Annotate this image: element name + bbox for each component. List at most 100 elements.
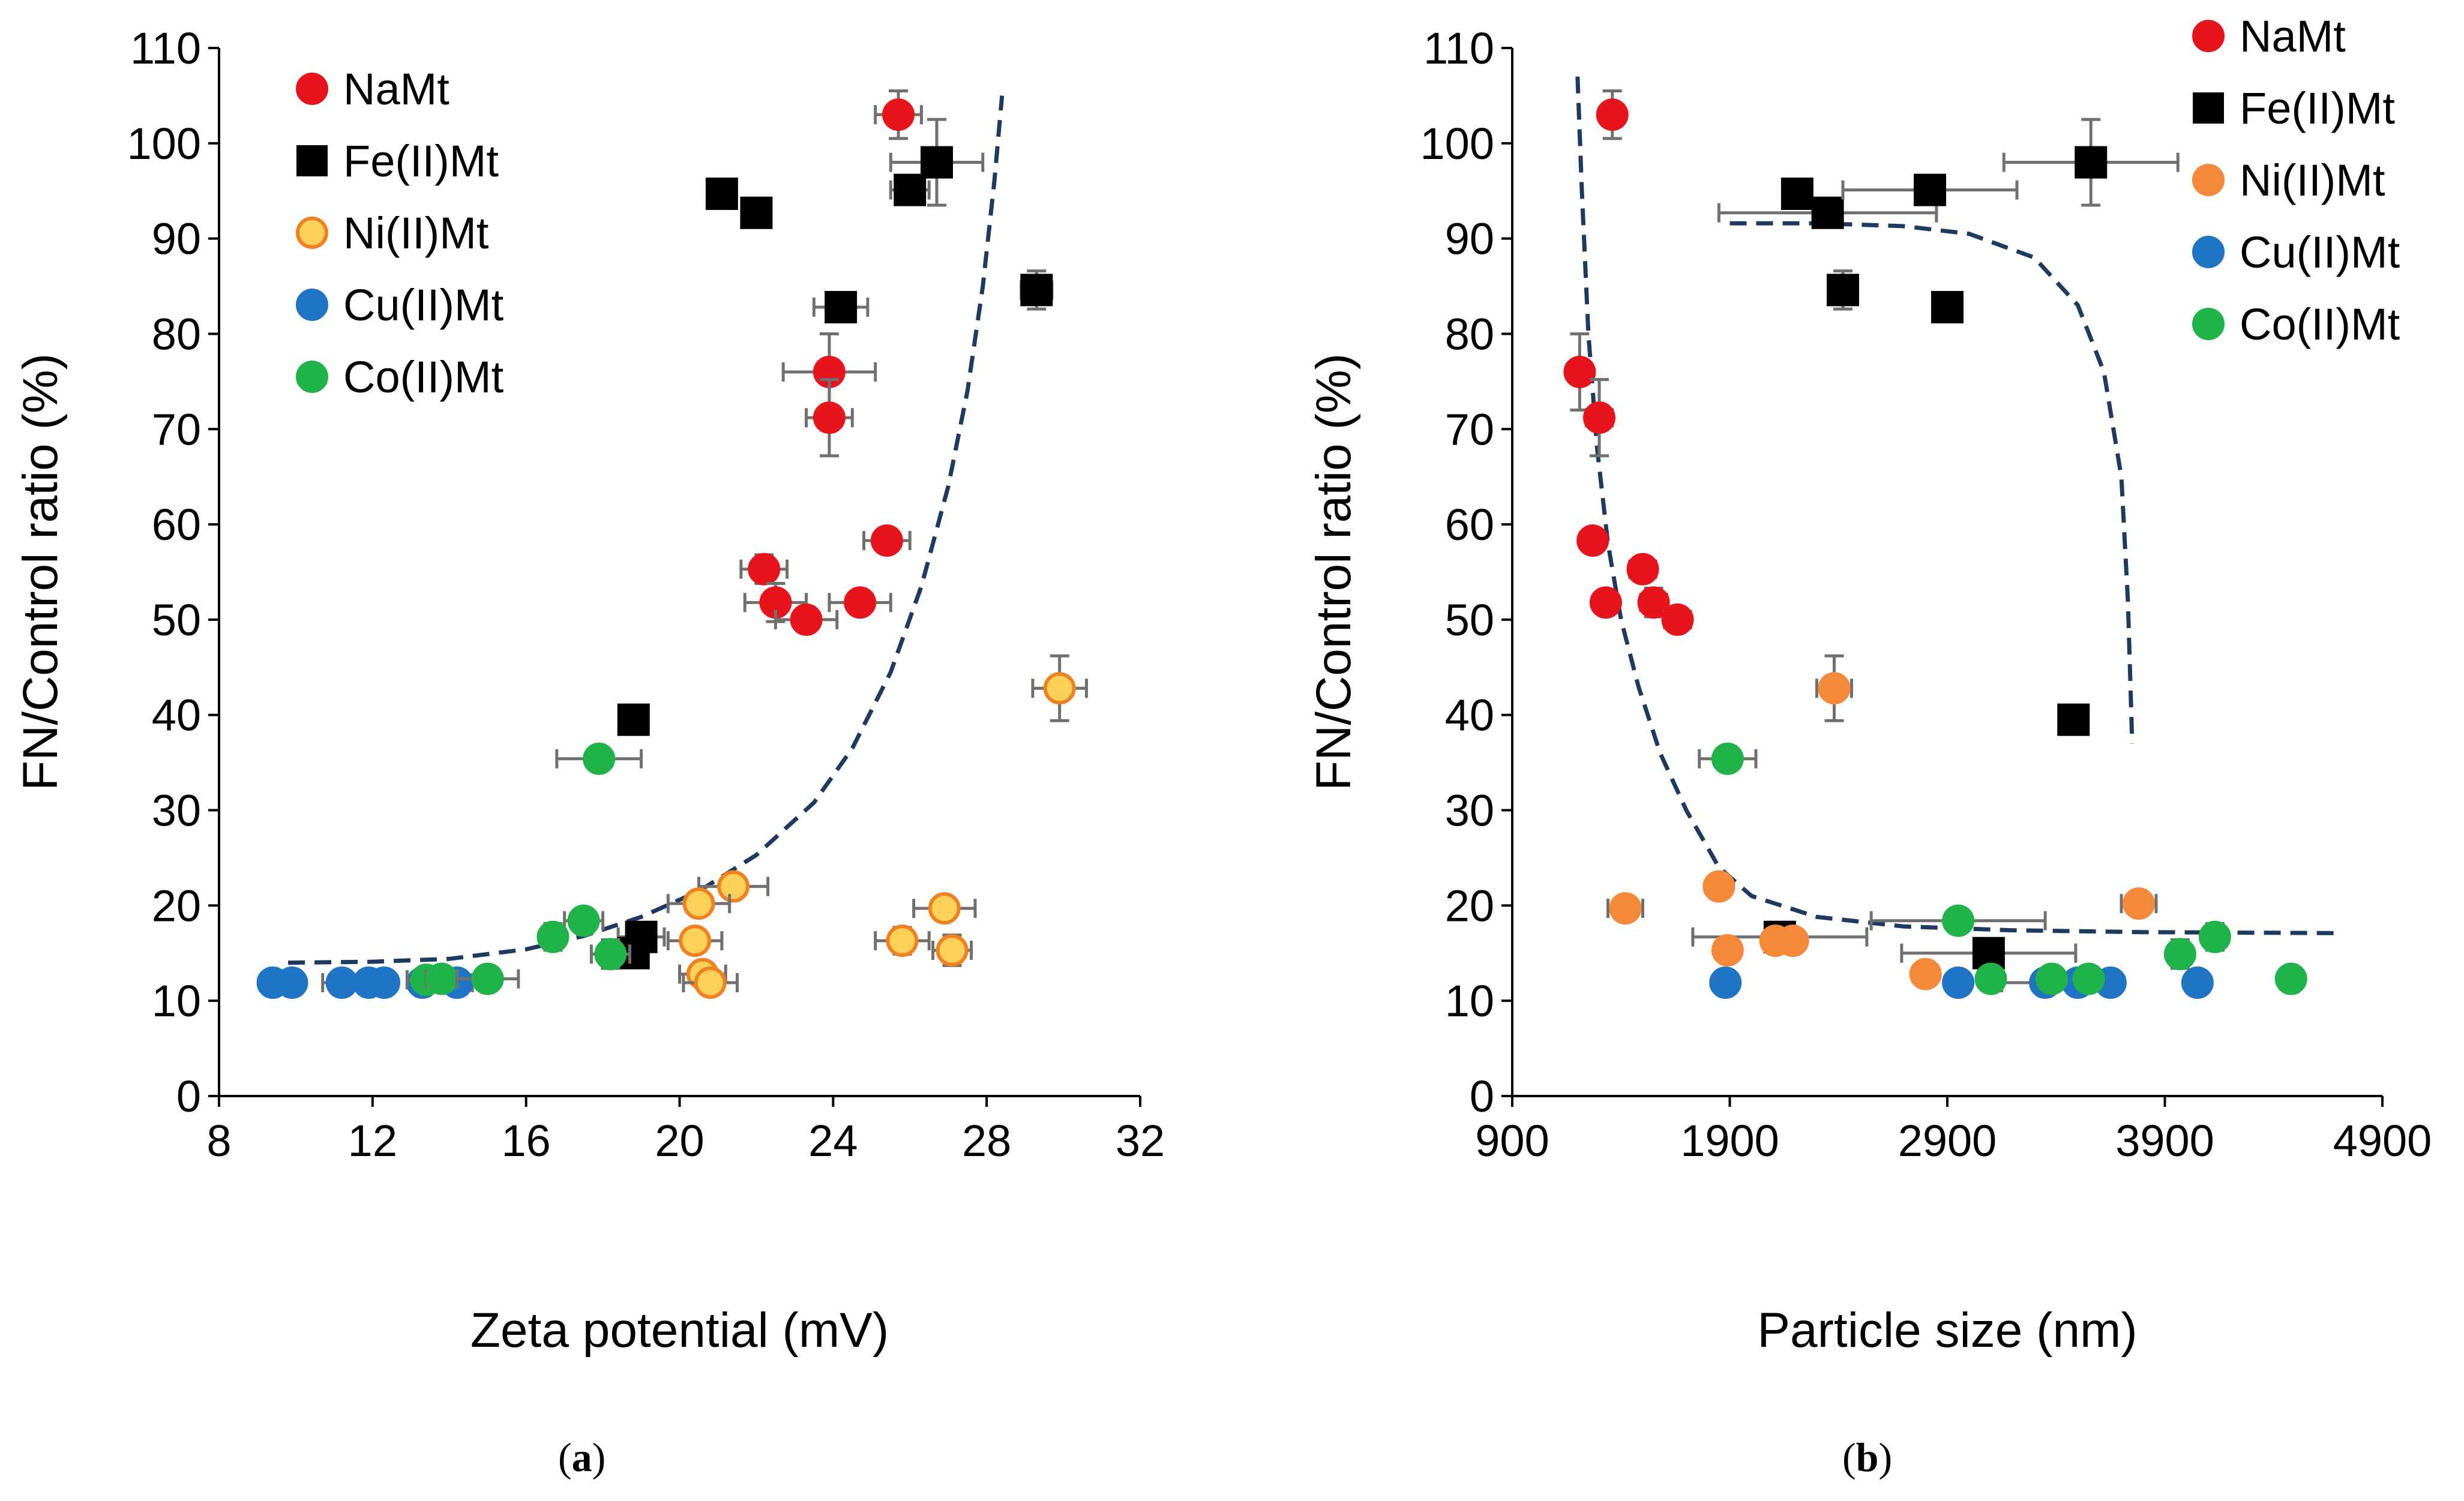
data-point-Ni(II)Mt xyxy=(1609,892,1642,925)
data-point-Fe(II)Mt xyxy=(894,173,927,206)
y-tick-label: 60 xyxy=(1445,500,1494,550)
legend-marker xyxy=(296,73,328,105)
y-tick-label: 80 xyxy=(1445,309,1494,359)
panel-label-a: (a) xyxy=(558,1434,606,1480)
data-point-Ni(II)Mt xyxy=(1711,934,1744,967)
panel-label-b: (b) xyxy=(1842,1434,1893,1480)
data-point-Co(II)Mt xyxy=(425,962,458,995)
x-tick-label: 28 xyxy=(962,1116,1011,1166)
x-tick-label: 16 xyxy=(502,1116,551,1166)
data-point-Co(II)Mt xyxy=(536,920,569,953)
y-tick-label: 100 xyxy=(1420,119,1494,169)
x-tick-label: 24 xyxy=(808,1116,858,1166)
data-point-Co(II)Mt xyxy=(2036,962,2068,995)
y-tick-label: 10 xyxy=(1445,976,1494,1026)
legend-label: Fe(II)Mt xyxy=(343,136,499,186)
y-tick-label: 70 xyxy=(152,404,201,454)
data-point-Co(II)Mt xyxy=(2163,938,2196,971)
data-point-Ni(II)Mt xyxy=(2123,887,2155,920)
y-tick-label: 50 xyxy=(152,595,201,645)
fit-curve xyxy=(288,95,1005,965)
data-point-Co(II)Mt xyxy=(583,742,616,775)
legend-marker xyxy=(296,217,328,249)
y-axis-label: FN/Control ratio (%) xyxy=(13,353,68,791)
fit-curve xyxy=(1729,221,2135,744)
data-point-Co(II)Mt xyxy=(567,904,600,937)
data-point-NaMt xyxy=(813,401,846,434)
x-tick-label: 4900 xyxy=(2333,1116,2432,1166)
y-tick-label: 20 xyxy=(1445,881,1494,930)
data-point-NaMt xyxy=(1637,586,1670,619)
y-tick-label: 50 xyxy=(1445,595,1494,645)
legend-marker xyxy=(2193,92,2224,124)
x-tick-label: 12 xyxy=(348,1116,397,1166)
y-tick-label: 40 xyxy=(1445,691,1494,740)
data-point-Fe(II)Mt xyxy=(705,177,738,210)
data-point-NaMt xyxy=(1576,524,1609,557)
data-point-Ni(II)Mt xyxy=(928,892,961,925)
y-tick-label: 30 xyxy=(1445,786,1494,836)
legend-label: Co(II)Mt xyxy=(343,352,504,402)
data-point-NaMt xyxy=(1626,553,1659,586)
chart-panel-a: 0 10 20 30 40 50 60 70 80 90 100 110 8 12 16 20 24 28 32 Ze… xyxy=(13,23,1165,1358)
data-point-Cu(II)Mt xyxy=(1942,966,1975,999)
data-point-NaMt xyxy=(1563,355,1596,388)
data-point-NaMt xyxy=(1589,586,1622,619)
data-point-Fe(II)Mt xyxy=(2075,146,2108,179)
legend-label: Co(II)Mt xyxy=(2240,299,2400,349)
data-point-Fe(II)Mt xyxy=(617,703,650,736)
data-point-NaMt xyxy=(790,603,823,636)
y-tick-label: 0 xyxy=(1470,1071,1494,1121)
data-point-Ni(II)Mt xyxy=(1043,672,1076,705)
data-point-NaMt xyxy=(844,586,877,619)
panel-letter-b: b xyxy=(1856,1434,1879,1480)
y-tick-label: 40 xyxy=(152,691,201,740)
data-point-Co(II)Mt xyxy=(1711,742,1744,775)
legend-label: Ni(II)Mt xyxy=(343,208,489,258)
data-point-Cu(II)Mt xyxy=(325,966,358,999)
data-point-Fe(II)Mt xyxy=(1931,290,1964,323)
data-point-NaMt xyxy=(882,98,915,131)
data-point-Co(II)Mt xyxy=(2198,920,2231,953)
data-point-Fe(II)Mt xyxy=(1827,274,1859,307)
data-point-NaMt xyxy=(1661,603,1694,636)
chart-panel-b: 0 10 20 30 40 50 60 70 80 90 100 110 900 1900 2900 3900… xyxy=(1306,11,2432,1358)
data-point-Ni(II)Mt xyxy=(886,924,919,957)
y-tick-label: 20 xyxy=(152,881,201,930)
y-tick-label: 80 xyxy=(152,309,201,359)
data-point-Ni(II)Mt xyxy=(682,887,715,920)
data-point-Cu(II)Mt xyxy=(368,966,401,999)
y-tick-label: 110 xyxy=(1423,23,1494,73)
x-tick-label: 8 xyxy=(206,1116,231,1166)
y-tick-label: 10 xyxy=(152,976,201,1026)
legend-marker xyxy=(2192,20,2225,52)
data-point-Fe(II)Mt xyxy=(1811,196,1844,229)
legend-marker xyxy=(2192,308,2225,340)
panel-letter-a: a xyxy=(571,1434,592,1480)
legend-label: NaMt xyxy=(343,64,449,114)
data-point-Ni(II)Mt xyxy=(717,870,750,903)
legend-label: Fe(II)Mt xyxy=(2240,83,2395,133)
legend-label: NaMt xyxy=(2240,11,2346,61)
legend-marker xyxy=(296,289,328,321)
data-point-Co(II)Mt xyxy=(2274,962,2307,995)
y-tick-label: 110 xyxy=(130,23,201,73)
data-point-Co(II)Mt xyxy=(1942,904,1975,937)
y-axis-label: FN/Control ratio (%) xyxy=(1306,353,1361,791)
data-point-Fe(II)Mt xyxy=(921,146,954,179)
data-point-Fe(II)Mt xyxy=(1020,274,1053,307)
data-point-Co(II)Mt xyxy=(594,938,627,971)
data-point-NaMt xyxy=(748,553,781,586)
data-point-Ni(II)Mt xyxy=(679,924,712,957)
fit-curve xyxy=(1575,76,2339,935)
y-tick-label: 30 xyxy=(152,786,201,836)
y-tick-label: 60 xyxy=(152,500,201,550)
data-point-Cu(II)Mt xyxy=(2181,966,2214,999)
data-point-Ni(II)Mt xyxy=(936,934,969,967)
y-tick-label: 90 xyxy=(1445,214,1494,264)
data-point-Ni(II)Mt xyxy=(694,966,727,999)
data-point-Fe(II)Mt xyxy=(1780,177,1813,210)
legend-label: Cu(II)Mt xyxy=(2240,227,2400,277)
data-point-Ni(II)Mt xyxy=(1909,957,1942,990)
